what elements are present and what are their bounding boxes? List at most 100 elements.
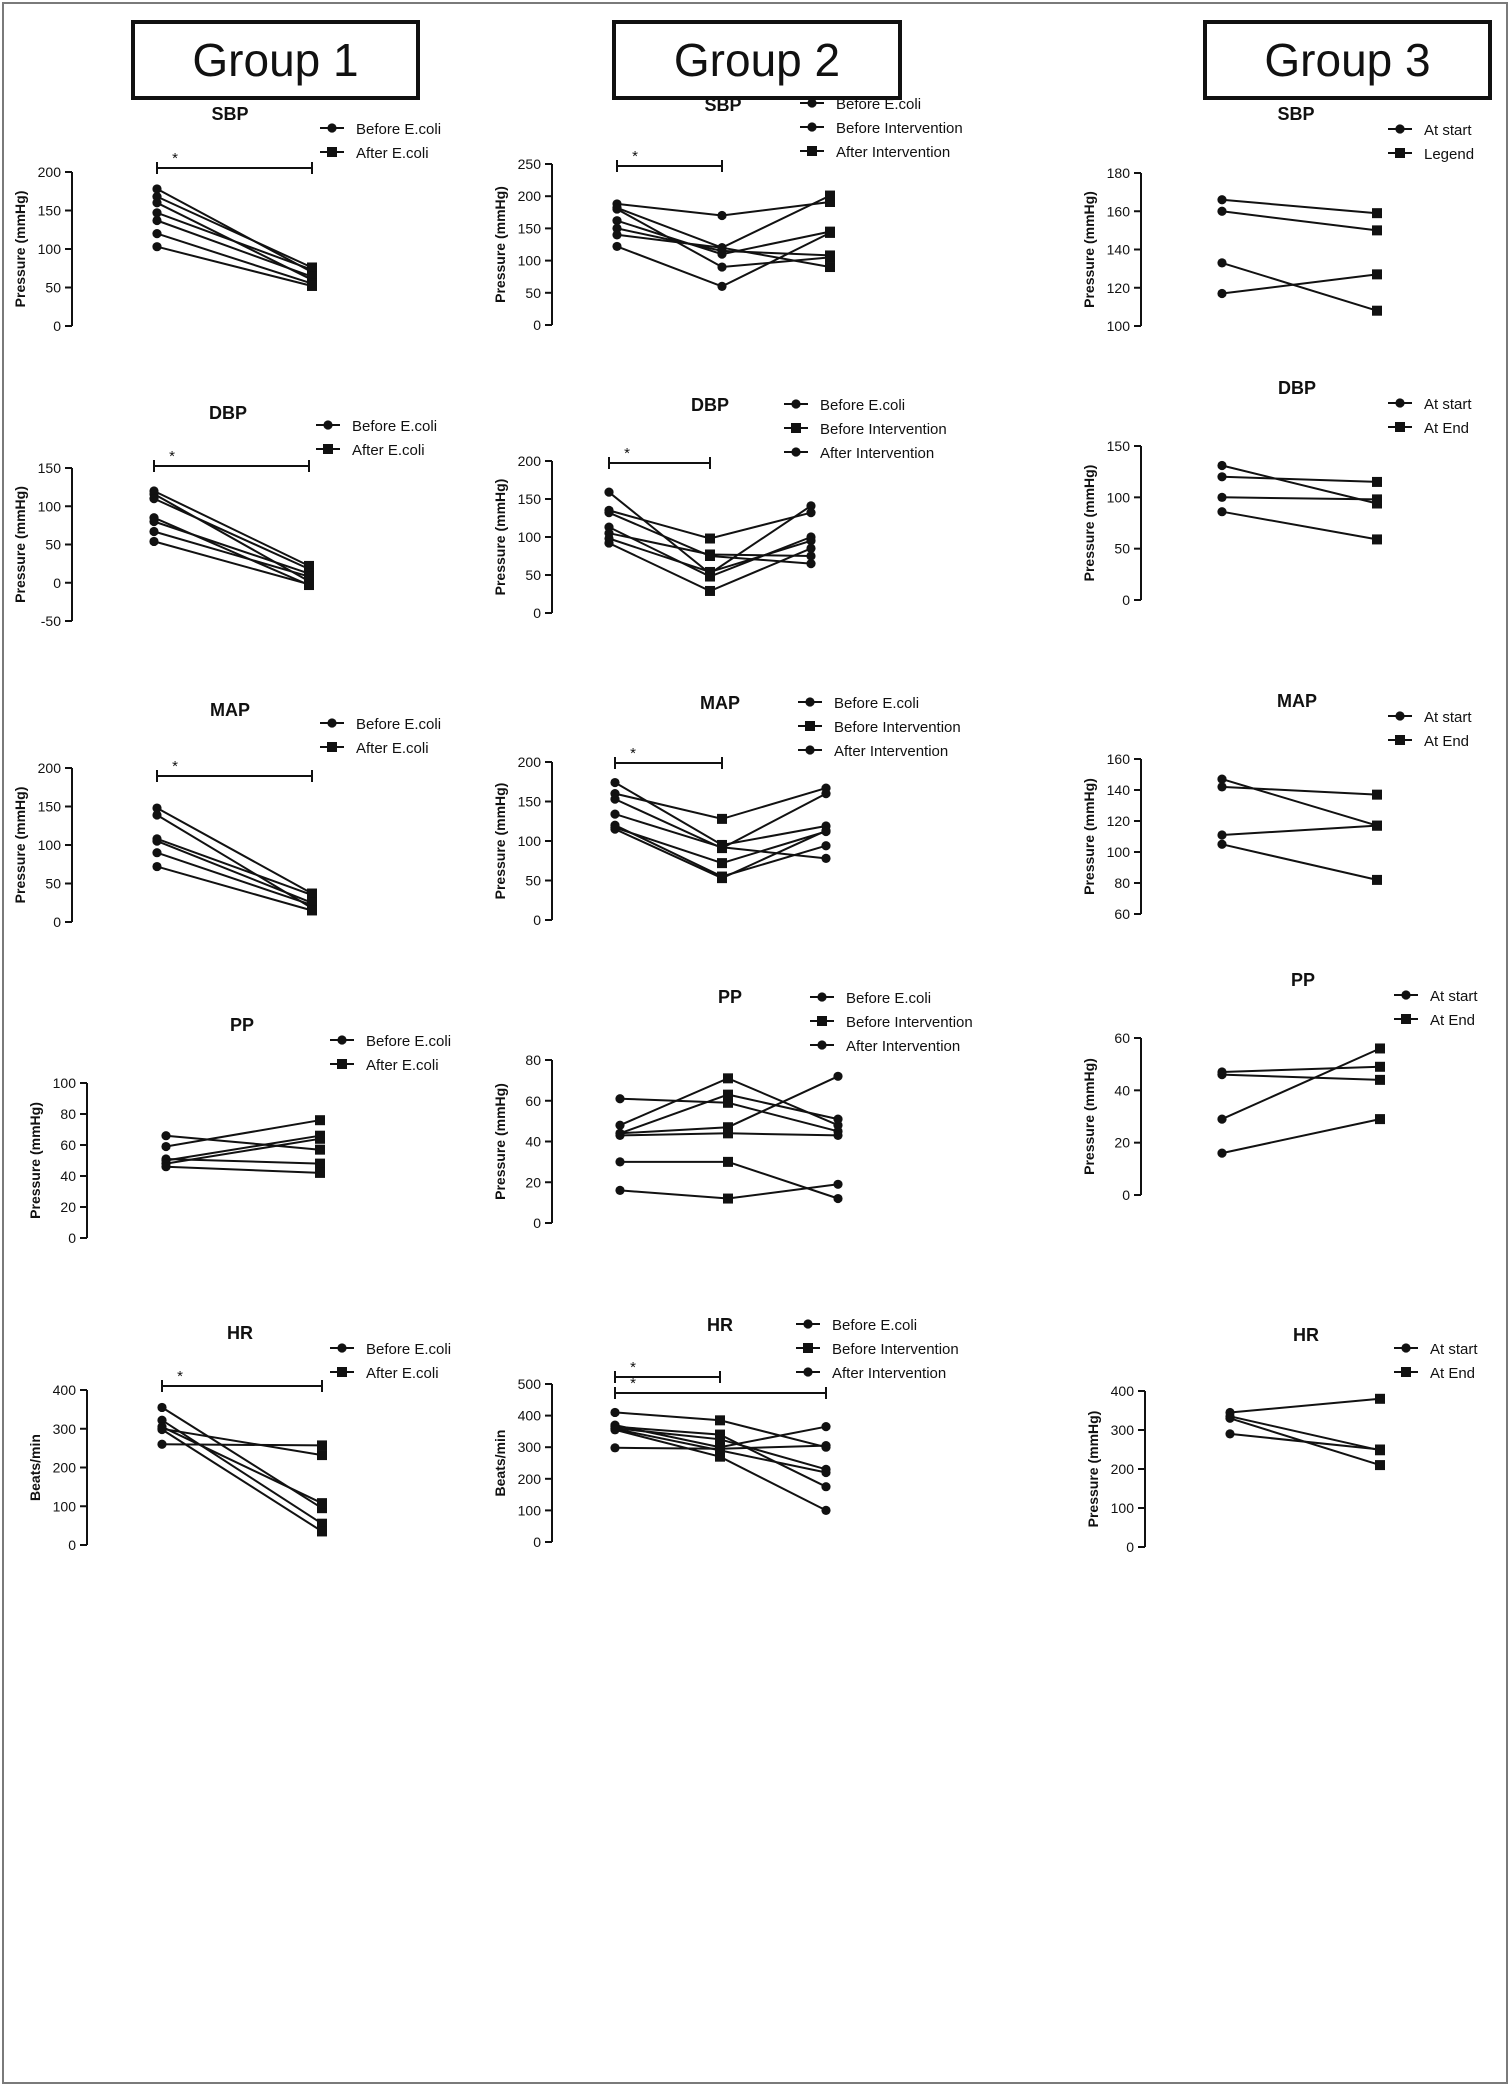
data-point bbox=[1217, 195, 1227, 205]
legend-label: After Intervention bbox=[832, 1365, 946, 1382]
data-point bbox=[1217, 774, 1227, 784]
legend-label: Before E.coli bbox=[834, 695, 919, 712]
group-1-label: Group 1 bbox=[192, 34, 359, 86]
data-point bbox=[1225, 1413, 1235, 1423]
legend-marker bbox=[791, 423, 801, 433]
y-tick-label: 50 bbox=[525, 285, 541, 301]
chart-title: DBP bbox=[1278, 378, 1316, 398]
series-line bbox=[153, 490, 310, 567]
legend-label: Before E.coli bbox=[820, 397, 905, 414]
data-point bbox=[1217, 782, 1227, 792]
group-3-header: Group 3 bbox=[1203, 20, 1492, 100]
y-tick-label: 400 bbox=[53, 1382, 77, 1398]
legend-marker bbox=[803, 1343, 813, 1353]
data-point bbox=[612, 241, 622, 252]
legend-label: Before E.coli bbox=[366, 1033, 451, 1050]
series-line bbox=[1229, 1415, 1381, 1452]
chart-g2-dbp: DBP 0 50 100 150 200 Pressure (mmHg) * Before E.… bbox=[492, 395, 947, 621]
data-point bbox=[152, 198, 162, 208]
data-point bbox=[152, 836, 162, 846]
y-axis-label: Pressure (mmHg) bbox=[12, 191, 28, 308]
series-line bbox=[161, 1419, 323, 1525]
data-point bbox=[821, 1467, 831, 1478]
series-6 bbox=[615, 1156, 843, 1204]
data-point bbox=[717, 262, 727, 272]
y-tick-label: 100 bbox=[518, 833, 542, 849]
y-tick-label: 20 bbox=[60, 1199, 76, 1215]
group-3-label: Group 3 bbox=[1264, 34, 1431, 86]
data-point bbox=[317, 1503, 327, 1514]
data-point bbox=[715, 1451, 725, 1462]
data-point bbox=[1372, 534, 1382, 545]
series-2 bbox=[1225, 1411, 1385, 1456]
data-point bbox=[821, 853, 831, 863]
y-tick-label: 200 bbox=[38, 164, 62, 180]
series-line bbox=[1221, 510, 1378, 541]
data-point bbox=[705, 585, 715, 596]
y-tick-label: 40 bbox=[525, 1134, 541, 1150]
y-tick-label: 50 bbox=[525, 873, 541, 889]
series-line bbox=[1221, 475, 1378, 483]
significance-star: * bbox=[632, 148, 638, 165]
series-line bbox=[1221, 496, 1378, 501]
y-axis-label: Pressure (mmHg) bbox=[1081, 1058, 1097, 1175]
series-line bbox=[1221, 1065, 1381, 1073]
series-line bbox=[1221, 785, 1378, 796]
legend-label: Before E.coli bbox=[846, 990, 931, 1007]
significance-bracket: * bbox=[153, 448, 310, 472]
significance-star: * bbox=[177, 1368, 183, 1385]
legend-label: Legend bbox=[1424, 146, 1474, 163]
legend-marker bbox=[327, 742, 337, 752]
legend-marker bbox=[791, 447, 801, 457]
data-point bbox=[152, 810, 162, 820]
data-point bbox=[1375, 1043, 1385, 1054]
data-point bbox=[1217, 492, 1227, 502]
chart-title: PP bbox=[1291, 970, 1315, 990]
legend-label: Before Intervention bbox=[820, 421, 947, 438]
data-point bbox=[610, 777, 620, 788]
legend-label: At start bbox=[1424, 122, 1472, 139]
series-7 bbox=[615, 1179, 843, 1204]
data-point bbox=[604, 487, 614, 497]
legend: At start Legend bbox=[1388, 122, 1474, 163]
y-tick-label: 200 bbox=[38, 760, 62, 776]
y-tick-label: 100 bbox=[1111, 1500, 1135, 1516]
data-point bbox=[833, 1179, 843, 1189]
legend-label: After Intervention bbox=[820, 445, 934, 462]
data-point bbox=[615, 1130, 625, 1140]
legend-marker bbox=[805, 745, 815, 755]
data-point bbox=[1217, 258, 1227, 268]
series-2 bbox=[610, 783, 831, 824]
data-point bbox=[715, 1434, 725, 1445]
series-line bbox=[156, 837, 313, 896]
series-line bbox=[156, 219, 313, 278]
series-6 bbox=[152, 861, 317, 916]
data-point bbox=[833, 1193, 843, 1204]
data-point bbox=[1372, 305, 1382, 316]
series-line bbox=[1229, 1432, 1381, 1451]
data-point bbox=[304, 579, 314, 590]
data-point bbox=[806, 559, 816, 569]
legend-marker bbox=[327, 718, 337, 728]
data-point bbox=[806, 551, 816, 561]
chart-title: PP bbox=[718, 987, 742, 1007]
y-tick-label: 160 bbox=[1107, 203, 1131, 219]
legend-label: After E.coli bbox=[366, 1365, 439, 1382]
data-point bbox=[604, 508, 614, 518]
series-3 bbox=[1217, 820, 1382, 840]
y-tick-label: 100 bbox=[38, 837, 62, 853]
y-tick-label: 100 bbox=[53, 1498, 77, 1514]
y-tick-label: 200 bbox=[518, 188, 542, 204]
data-point bbox=[723, 1122, 733, 1133]
legend-label: At start bbox=[1430, 988, 1478, 1005]
legend: Before E.coli After E.coli bbox=[320, 716, 441, 757]
legend: Before E.coli Before Intervention After In… bbox=[796, 1317, 959, 1382]
group-1-header: Group 1 bbox=[131, 20, 420, 100]
legend: At start At End bbox=[1388, 709, 1472, 750]
series-1 bbox=[1217, 460, 1382, 509]
chart-g3-pp: PP 0 20 40 60 Pressure (mmHg) At start At End bbox=[1081, 970, 1478, 1203]
chart-g2-map: MAP 0 50 100 150 200 Pressure (mmHg) * Before E.… bbox=[492, 693, 961, 928]
series-4 bbox=[1225, 1429, 1385, 1455]
y-tick-label: 200 bbox=[518, 453, 542, 469]
series-1 bbox=[1217, 774, 1382, 831]
